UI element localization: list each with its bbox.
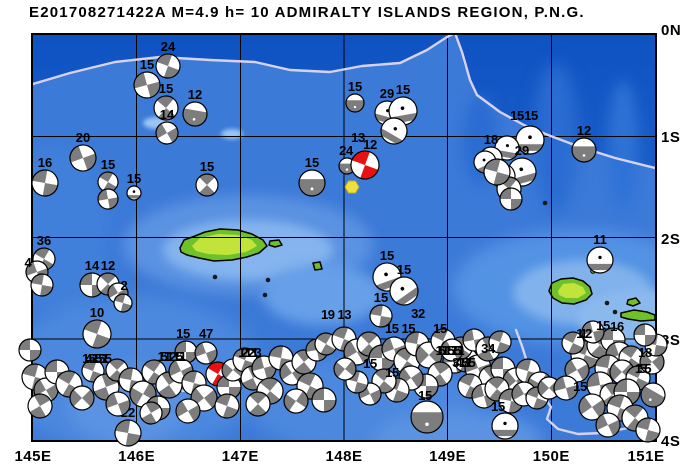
ocean-shade [221,129,243,139]
island-dot [212,274,218,280]
plate-boundary-small [166,386,214,400]
lat-label-1s: 1S [661,129,681,147]
island-dot [590,268,596,274]
lat-label-0n: 0N [661,22,682,39]
lon-label-149e: 149E [429,448,467,465]
island-dot [262,292,268,298]
map-area [31,33,657,442]
islet-east [626,297,641,307]
island-strip-east [620,309,655,322]
plate-boundary-southeast [514,328,652,436]
figure-title: E201708271422A M=4.9 h= 10 ADMIRALTY ISL… [29,4,585,21]
island-large-east-core [558,283,586,298]
lat-label-4s: 4S [661,433,681,450]
lon-label-145e: 145E [14,448,52,465]
island-dot [604,300,610,306]
ocean-shade [608,80,638,210]
islet-southwest [312,261,323,271]
lat-label-2s: 2S [661,230,681,248]
island-dot [542,200,548,206]
lon-label-148e: 148E [325,448,363,465]
ocean-shade [263,265,383,325]
geography-grid-layer [33,35,655,440]
lat-label-3s: 3S [661,331,681,349]
island-dot [265,277,271,283]
lon-label-147e: 147E [221,448,259,465]
island-dot [612,309,618,315]
lon-label-151e: 151E [627,448,665,465]
lon-label-146e: 146E [118,448,156,465]
island-small-west [268,239,283,248]
lon-label-150e: 150E [532,448,570,465]
